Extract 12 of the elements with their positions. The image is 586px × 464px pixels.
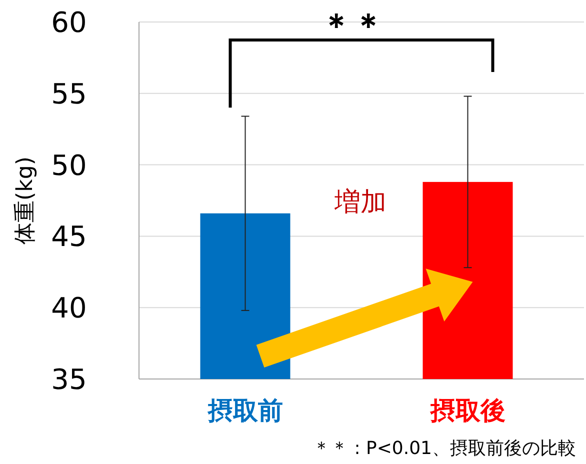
annotation: 増加 — [333, 187, 386, 218]
y-tick-label: 35 — [51, 363, 87, 396]
y-tick-label: 55 — [51, 77, 87, 110]
y-axis-title: 体重(kg) — [13, 156, 38, 244]
x-tick-label: 摂取前 — [206, 396, 283, 425]
y-tick-label: 50 — [51, 148, 87, 182]
y-tick-label: 40 — [51, 292, 87, 325]
text: ＊＊ : P<0.01、摂取前後の比較 — [312, 438, 576, 459]
annotation: ＊＊ — [320, 6, 384, 44]
y-tick-label: 45 — [51, 220, 87, 254]
y-tick-label: 60 — [51, 6, 87, 39]
x-tick-label: 摂取後 — [429, 396, 506, 425]
